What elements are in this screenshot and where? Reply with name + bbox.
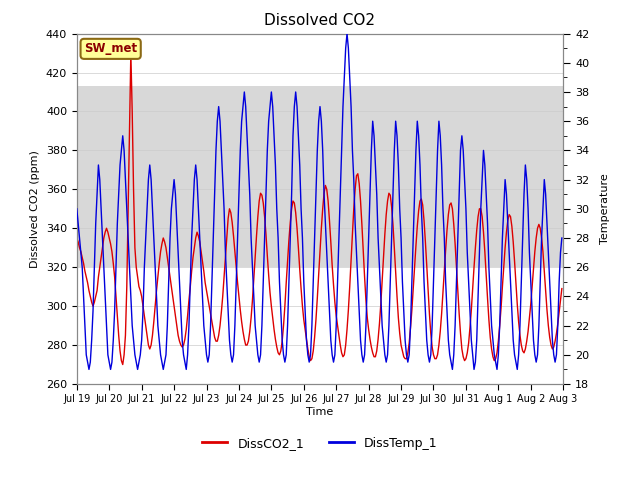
Title: Dissolved CO2: Dissolved CO2	[264, 13, 376, 28]
Y-axis label: Dissolved CO2 (ppm): Dissolved CO2 (ppm)	[30, 150, 40, 268]
Bar	[77, 86, 563, 267]
X-axis label: Time: Time	[307, 407, 333, 417]
Legend: DissCO2_1, DissTemp_1: DissCO2_1, DissTemp_1	[197, 432, 443, 455]
Text: SW_met: SW_met	[84, 42, 137, 55]
Y-axis label: Temperature: Temperature	[600, 173, 611, 244]
